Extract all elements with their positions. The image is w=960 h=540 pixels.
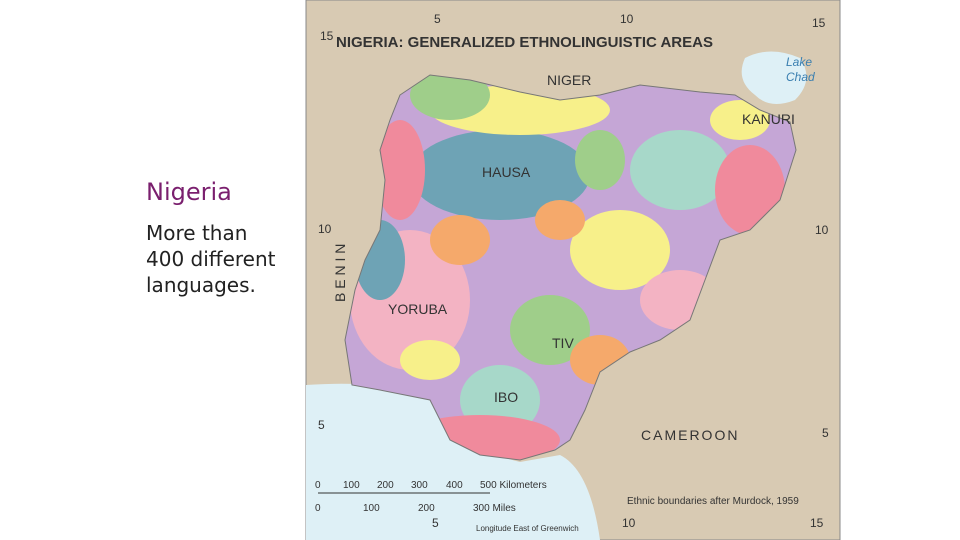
grid-label: 5 xyxy=(434,12,441,26)
body-line: 400 different xyxy=(146,247,276,271)
scale-label: 0 xyxy=(315,480,321,491)
place-label: YORUBA xyxy=(388,301,448,317)
map-title: NIGERIA: GENERALIZED ETHNOLINGUISTIC ARE… xyxy=(336,34,713,51)
grid-label: 15 xyxy=(812,16,826,30)
place-label: Lake xyxy=(786,55,812,69)
scale-label: 400 xyxy=(446,480,463,491)
scale-label: 100 xyxy=(363,503,380,514)
grid-label: 15 xyxy=(810,516,824,530)
grid-label: 10 xyxy=(620,12,634,26)
slide-body: More than 400 different languages. xyxy=(146,220,275,298)
grid-label: 15 xyxy=(320,29,334,43)
place-label: NIGER xyxy=(547,72,591,88)
slide-title: Nigeria xyxy=(146,178,232,206)
place-label: Chad xyxy=(786,70,815,84)
body-line: More than xyxy=(146,221,248,245)
place-label: HAUSA xyxy=(482,164,531,180)
scale-label: 300 Miles xyxy=(473,503,516,514)
scale-label: 500 Kilometers xyxy=(480,480,547,491)
body-line: languages. xyxy=(146,273,256,297)
grid-label: 5 xyxy=(432,516,439,530)
place-label: KANURI xyxy=(742,111,795,127)
lake xyxy=(741,51,807,104)
place-label: IBO xyxy=(494,389,518,405)
grid-label: 10 xyxy=(622,516,636,530)
grid-label: 5 xyxy=(318,418,325,432)
grid-label: 10 xyxy=(318,222,332,236)
grid-label: 10 xyxy=(815,223,829,237)
scale-label: 200 xyxy=(377,480,394,491)
place-label: B E N I N xyxy=(332,244,348,302)
ocean xyxy=(306,383,600,540)
scale-label: 200 xyxy=(418,503,435,514)
place-label: CAMEROON xyxy=(641,427,739,443)
border xyxy=(344,74,797,461)
place-label: TIV xyxy=(552,335,574,351)
scale-label: 0 xyxy=(315,503,321,514)
grid-label: 5 xyxy=(822,426,829,440)
longitude-note: Longitude East of Greenwich xyxy=(476,524,579,533)
scale-label: 100 xyxy=(343,480,360,491)
credit: Ethnic boundaries after Murdock, 1959 xyxy=(627,496,799,507)
scale-label: 300 xyxy=(411,480,428,491)
